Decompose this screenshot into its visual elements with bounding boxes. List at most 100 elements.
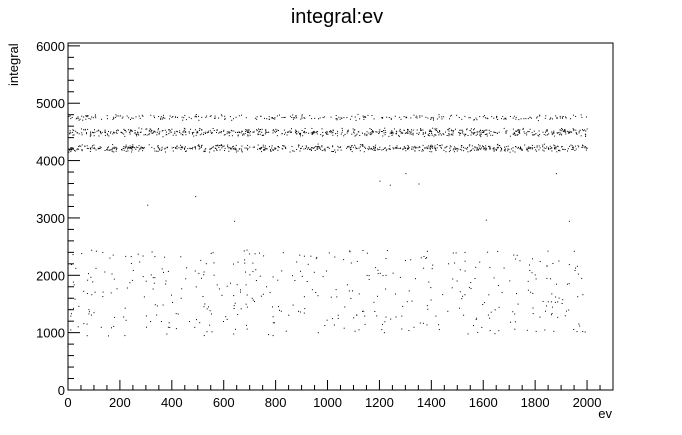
data-point xyxy=(574,150,576,151)
data-point xyxy=(303,296,305,298)
data-point xyxy=(434,147,436,149)
data-point xyxy=(386,116,388,118)
data-point xyxy=(437,132,439,134)
data-point xyxy=(86,293,88,294)
data-point xyxy=(564,315,566,317)
data-point xyxy=(528,146,530,148)
data-point xyxy=(409,133,411,135)
data-point xyxy=(572,128,574,130)
data-point xyxy=(88,273,89,275)
data-point xyxy=(137,133,139,135)
data-point xyxy=(539,147,541,149)
data-point xyxy=(271,147,273,149)
data-point xyxy=(135,146,137,148)
data-point xyxy=(524,144,526,146)
data-point xyxy=(573,250,575,252)
data-point xyxy=(113,116,115,118)
data-point xyxy=(195,286,197,288)
data-point xyxy=(375,131,377,133)
data-point xyxy=(165,283,167,285)
data-point xyxy=(558,134,560,136)
data-point xyxy=(333,324,335,326)
data-point xyxy=(82,119,84,121)
data-point xyxy=(90,132,92,134)
data-point xyxy=(176,146,178,148)
data-point xyxy=(459,134,461,136)
data-point xyxy=(277,146,279,148)
data-point xyxy=(485,117,486,119)
data-point xyxy=(445,131,446,133)
data-point xyxy=(500,149,502,151)
data-point xyxy=(335,133,336,135)
data-point xyxy=(471,132,473,134)
data-point xyxy=(496,132,498,134)
data-point xyxy=(332,145,334,147)
data-point xyxy=(335,118,337,120)
data-point xyxy=(503,118,505,120)
data-point xyxy=(236,284,238,286)
data-point xyxy=(499,145,501,147)
data-point xyxy=(381,149,383,151)
data-point xyxy=(530,147,532,149)
data-point xyxy=(110,132,111,134)
data-point xyxy=(530,291,532,293)
data-point xyxy=(205,116,207,118)
data-point xyxy=(100,147,102,148)
data-point xyxy=(425,116,427,118)
data-point xyxy=(494,148,496,150)
data-point xyxy=(337,145,339,147)
data-point xyxy=(303,312,305,314)
data-point xyxy=(113,146,115,148)
data-point xyxy=(374,146,376,148)
data-point xyxy=(444,147,446,149)
data-point xyxy=(221,147,223,149)
data-point xyxy=(125,144,127,146)
data-point xyxy=(485,145,487,147)
y-tick-label: 6000 xyxy=(36,39,65,54)
data-point xyxy=(481,130,483,132)
data-point xyxy=(70,297,72,299)
data-point xyxy=(113,151,115,153)
data-point xyxy=(427,308,429,310)
data-point xyxy=(302,135,304,137)
data-point xyxy=(489,330,491,332)
data-point xyxy=(257,144,259,146)
data-point xyxy=(402,149,404,151)
data-point xyxy=(415,116,417,118)
data-point xyxy=(392,272,394,274)
data-point xyxy=(272,149,274,150)
data-point xyxy=(539,114,541,116)
data-point xyxy=(151,146,153,148)
data-point xyxy=(244,133,246,134)
data-point xyxy=(474,278,476,279)
data-point xyxy=(551,314,552,316)
data-point xyxy=(221,144,223,146)
data-point xyxy=(439,131,440,133)
data-point xyxy=(281,270,283,272)
data-point xyxy=(396,145,398,147)
data-point xyxy=(414,147,416,149)
data-point xyxy=(443,134,445,136)
data-point xyxy=(422,150,424,152)
data-point xyxy=(378,130,380,132)
data-point xyxy=(92,281,94,283)
data-point xyxy=(479,261,481,263)
data-point xyxy=(81,253,83,255)
data-point xyxy=(141,128,143,130)
data-point xyxy=(461,149,463,151)
data-point xyxy=(555,115,557,117)
data-point xyxy=(90,148,92,150)
data-point xyxy=(434,129,436,131)
data-point xyxy=(317,332,319,334)
data-point xyxy=(209,130,211,132)
data-point xyxy=(113,278,115,280)
data-point xyxy=(158,128,159,130)
data-point xyxy=(91,249,93,251)
data-point xyxy=(439,133,441,135)
data-point xyxy=(137,253,139,255)
data-point xyxy=(478,147,480,149)
data-point xyxy=(498,306,500,308)
data-point xyxy=(331,132,333,134)
data-point xyxy=(248,129,250,131)
data-point xyxy=(344,134,346,135)
